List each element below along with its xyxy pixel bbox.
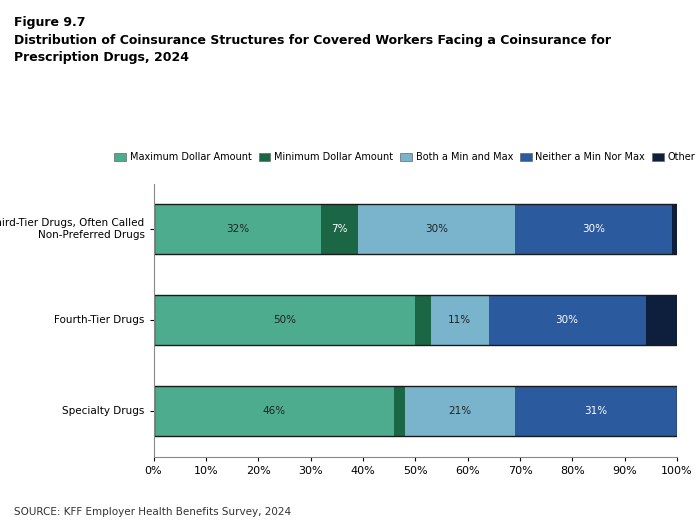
Bar (154, 386, 394, 436)
Bar (646, 295, 677, 345)
Text: 46%: 46% (262, 406, 285, 416)
Text: Figure 9.7: Figure 9.7 (14, 16, 85, 29)
Text: 7%: 7% (331, 224, 348, 234)
Text: 30%: 30% (582, 224, 604, 234)
Text: 11%: 11% (448, 315, 471, 326)
Bar (431, 295, 489, 345)
Bar (394, 386, 405, 436)
Text: SOURCE: KFF Employer Health Benefits Survey, 2024: SOURCE: KFF Employer Health Benefits Sur… (14, 507, 291, 517)
Text: 31%: 31% (584, 406, 607, 416)
Text: Distribution of Coinsurance Structures for Covered Workers Facing a Coinsurance : Distribution of Coinsurance Structures f… (14, 34, 611, 47)
Legend: Maximum Dollar Amount, Minimum Dollar Amount, Both a Min and Max, Neither a Min : Maximum Dollar Amount, Minimum Dollar Am… (114, 152, 695, 163)
Bar (405, 386, 515, 436)
Text: 50%: 50% (273, 315, 296, 326)
Text: 32%: 32% (225, 224, 249, 234)
Text: 21%: 21% (448, 406, 471, 416)
Bar (154, 204, 321, 254)
Bar (489, 295, 646, 345)
Text: 30%: 30% (556, 315, 579, 326)
Bar (515, 386, 677, 436)
Bar (515, 204, 671, 254)
Bar (321, 204, 358, 254)
Bar (671, 204, 677, 254)
Text: 30%: 30% (425, 224, 447, 234)
Bar (358, 204, 515, 254)
Bar (154, 295, 415, 345)
Bar (415, 295, 431, 345)
Text: Prescription Drugs, 2024: Prescription Drugs, 2024 (14, 51, 189, 65)
